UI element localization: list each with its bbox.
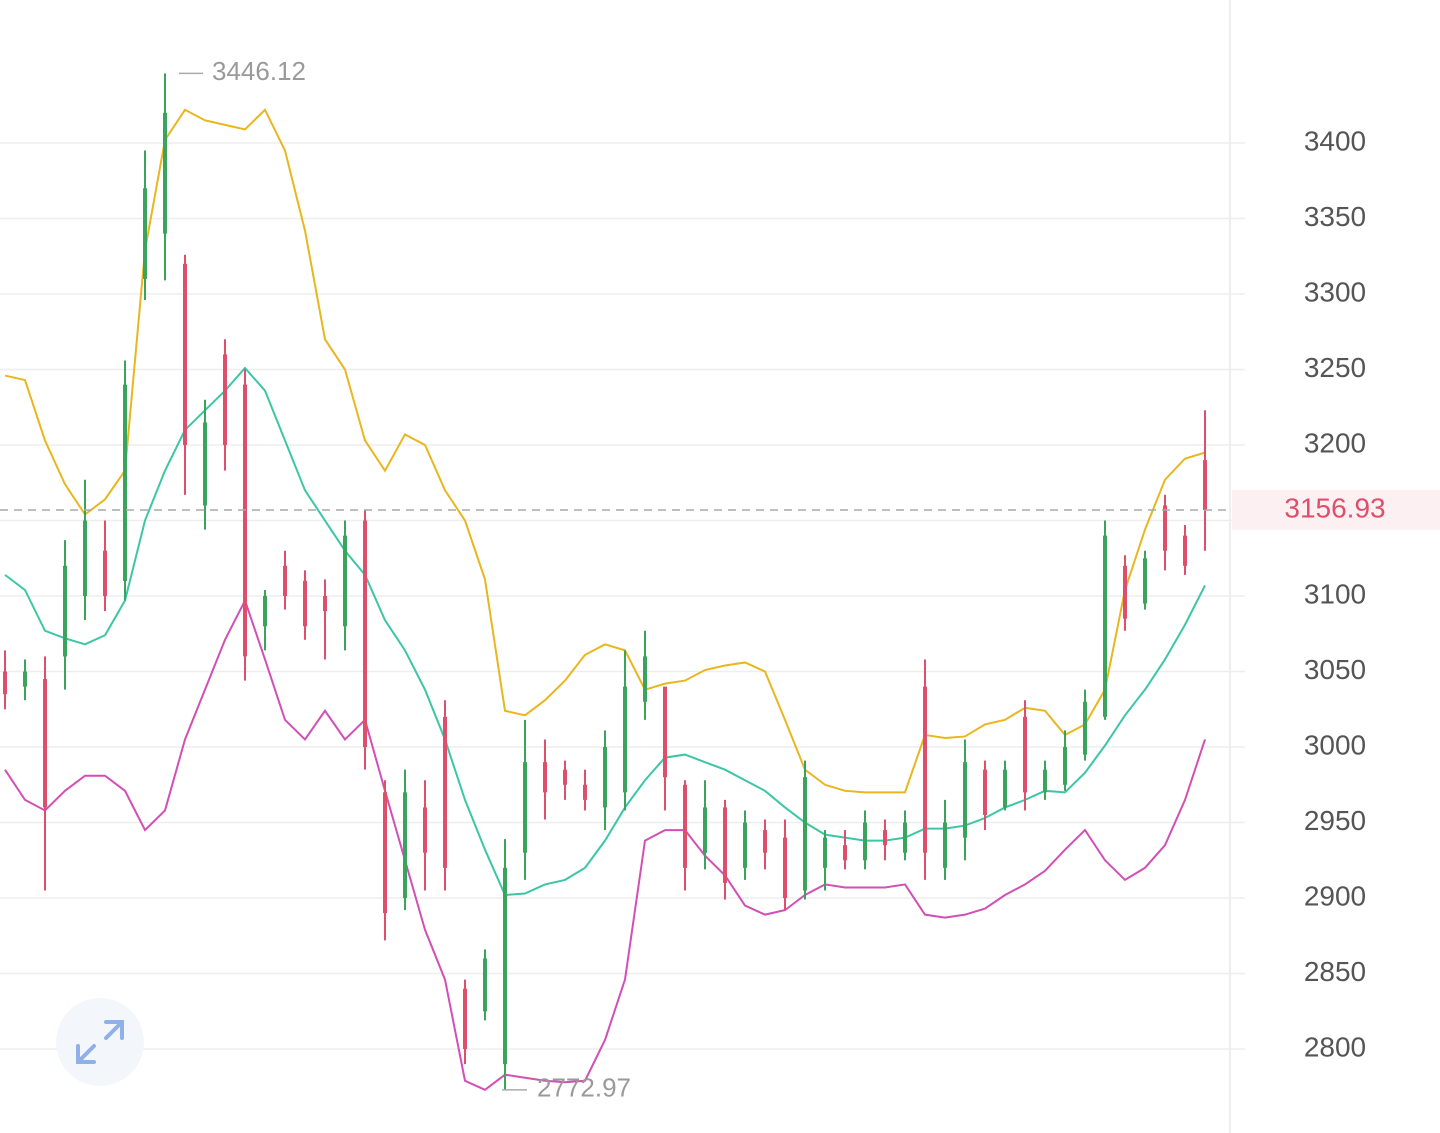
candle-body <box>903 822 907 853</box>
candle-body <box>643 656 647 702</box>
candle-body <box>143 188 147 279</box>
candle-body <box>403 792 407 899</box>
y-tick-label: 3200 <box>1304 427 1366 458</box>
y-tick-label: 3300 <box>1304 276 1366 307</box>
candle-body <box>543 762 547 793</box>
y-tick-label: 3100 <box>1304 578 1366 609</box>
candle-body <box>803 777 807 891</box>
candle-body <box>423 807 427 853</box>
candle-body <box>1143 558 1147 604</box>
y-tick-label: 2850 <box>1304 956 1366 987</box>
candle-body <box>163 112 167 234</box>
candle-body <box>723 807 727 883</box>
candle-body <box>503 867 507 1065</box>
band-line <box>4 108 1206 794</box>
candle-body <box>323 596 327 612</box>
candle-body <box>1123 565 1127 619</box>
candle-body <box>463 988 467 1050</box>
candle-body <box>743 822 747 868</box>
candle-body <box>623 686 627 793</box>
candle-body <box>923 686 927 853</box>
candle-body <box>123 384 127 581</box>
candle-body <box>1023 716 1027 793</box>
band-line <box>4 597 1206 1091</box>
candle-body <box>523 762 527 853</box>
candle-body <box>303 580 307 627</box>
candle-body <box>763 830 767 853</box>
candle-body <box>83 520 87 597</box>
y-tick-label: 3050 <box>1304 654 1366 685</box>
candle-body <box>603 747 607 808</box>
candle-body <box>283 565 287 597</box>
candle-body <box>23 671 27 687</box>
candle-body <box>823 837 827 868</box>
candle-body <box>363 520 367 748</box>
min-label: 2772.97 <box>537 1073 631 1103</box>
candle-body <box>243 384 247 657</box>
expand-icon[interactable] <box>76 1020 124 1064</box>
candle-body <box>223 354 227 446</box>
candle-body <box>383 792 387 914</box>
candle-body <box>1103 535 1107 717</box>
y-tick-label: 2800 <box>1304 1031 1366 1062</box>
y-tick-label: 2950 <box>1304 805 1366 836</box>
max-label: 3446.12 <box>212 56 306 86</box>
candle-body <box>883 830 887 846</box>
candle-body <box>263 596 267 627</box>
candle-body <box>583 784 587 800</box>
candle-body <box>483 958 487 1012</box>
candle-body <box>1183 535 1187 566</box>
candle-body <box>203 422 207 506</box>
candle-body <box>843 845 847 861</box>
candle-body <box>1083 701 1087 755</box>
candle-body <box>43 679 47 808</box>
y-tick-label: 3350 <box>1304 201 1366 232</box>
y-tick-label: 3400 <box>1304 125 1366 156</box>
candle-body <box>103 550 107 597</box>
y-tick-label: 3250 <box>1304 352 1366 383</box>
candle-body <box>3 671 7 695</box>
candle-body <box>783 837 787 899</box>
expand-button[interactable] <box>56 998 144 1086</box>
price-tag: 3156.93 <box>1284 492 1385 523</box>
candle-body <box>703 807 707 853</box>
candle-body <box>1063 747 1067 785</box>
candle-body <box>343 535 347 627</box>
candle-body <box>863 822 867 861</box>
candle-body <box>443 716 447 868</box>
candle-body <box>983 769 987 815</box>
candle-body <box>683 784 687 868</box>
candle-body <box>1163 505 1167 551</box>
candle-body <box>1203 460 1207 511</box>
y-tick-label: 3000 <box>1304 729 1366 760</box>
candle-body <box>1003 769 1007 808</box>
expand-button-bg[interactable] <box>56 998 144 1086</box>
candle-body <box>183 263 187 446</box>
candle-body <box>963 762 967 838</box>
y-tick-label: 2900 <box>1304 880 1366 911</box>
candle-body <box>563 769 567 785</box>
candle-body <box>943 822 947 868</box>
candle-body <box>63 565 67 657</box>
candle-body <box>1043 769 1047 793</box>
candle-body <box>663 686 667 778</box>
price-tag-bg <box>1232 490 1440 531</box>
